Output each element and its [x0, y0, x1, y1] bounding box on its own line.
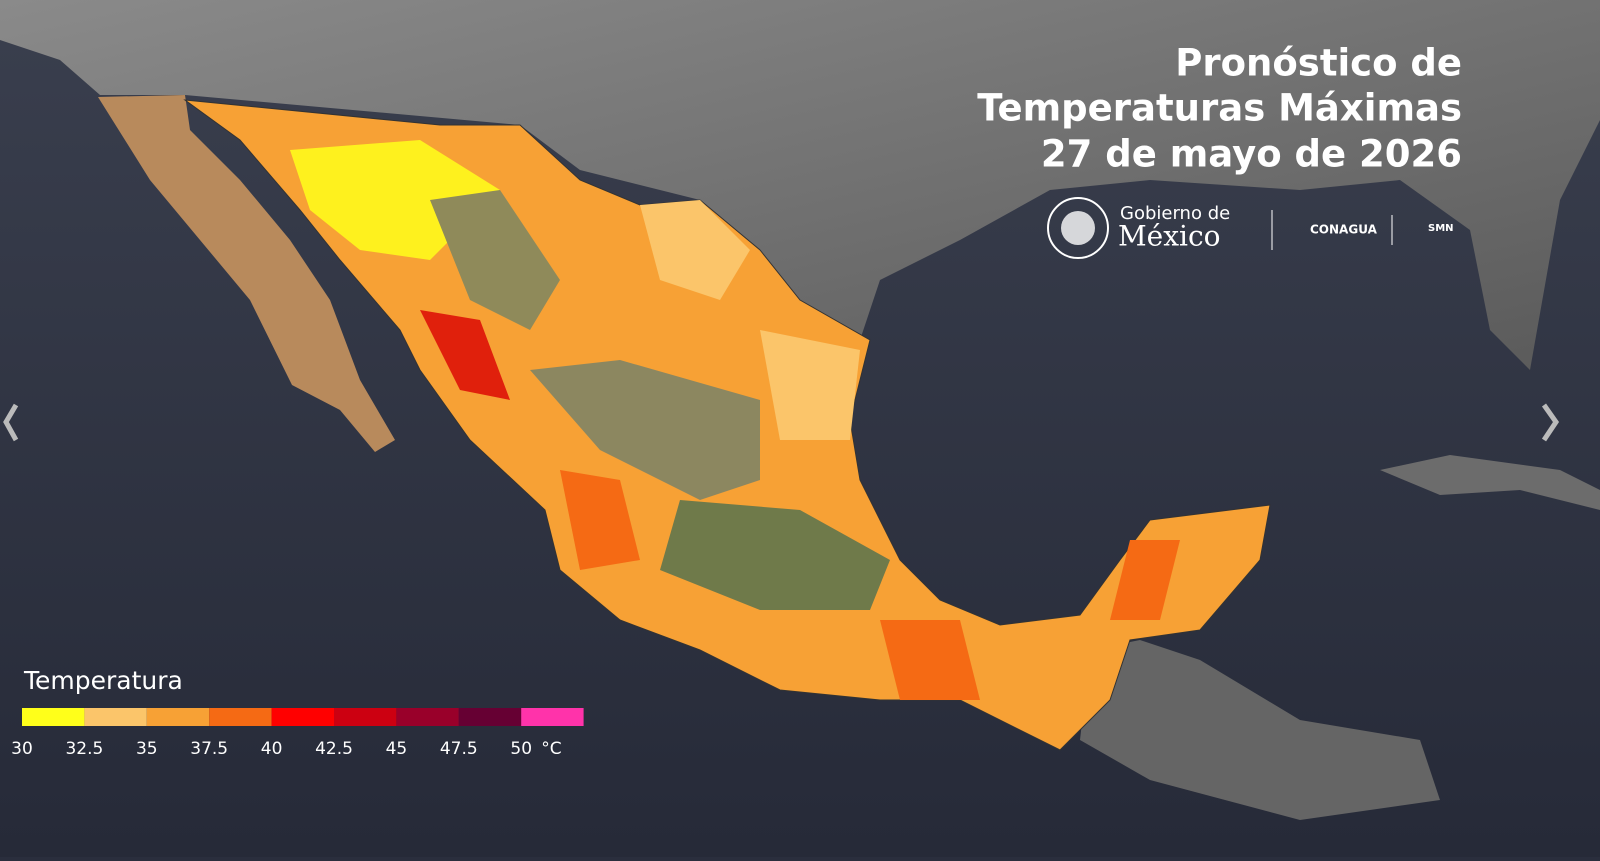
legend: 30 32.5 35 37.5 40 42.5 45 47.5 50 °C: [11, 708, 584, 759]
legend-swatch: [271, 708, 334, 726]
legend-tick-label: 40: [261, 739, 283, 759]
legend-tick-label: 42.5: [315, 739, 353, 759]
temperature-zone: [760, 330, 860, 440]
coat-of-arms: [1047, 197, 1109, 259]
north-america-land: [0, 0, 1600, 370]
coat-of-arms: [1061, 211, 1095, 245]
legend-unit: °C: [541, 739, 561, 759]
legend-tick-label: 35: [136, 739, 158, 759]
legend-title: Temperatura: [23, 666, 183, 695]
highland-zone: [430, 190, 560, 330]
logo-text: México: [1118, 220, 1221, 253]
legend-swatch: [458, 708, 522, 726]
temperature-zone: [880, 620, 980, 700]
legend-tick-label: 32.5: [65, 739, 103, 759]
title-line: Pronóstico de: [1175, 42, 1462, 85]
legend-swatch: [396, 708, 459, 726]
legend-tick-label: 45: [386, 739, 408, 759]
temperature-zone: [420, 310, 510, 400]
highland-zone: [660, 500, 890, 610]
central-america-land: [1080, 640, 1440, 820]
legend-tick-label: 37.5: [190, 739, 228, 759]
cuba-land: [1380, 455, 1600, 510]
legend-tick-label: 30: [11, 739, 33, 759]
legend-tick-label: 50: [510, 739, 532, 759]
highland-zone: [530, 360, 760, 500]
temperature-zone: [1110, 540, 1180, 620]
temperature-zone: [640, 200, 750, 300]
legend-swatch: [84, 708, 147, 726]
legend-swatch: [334, 708, 397, 726]
title-line: Temperaturas Máximas: [977, 87, 1462, 130]
legend-tick-label: 47.5: [440, 739, 478, 759]
temperature-zone: [560, 470, 640, 570]
next-arrow[interactable]: [1541, 403, 1560, 442]
logo-text: CONAGUA: [1310, 223, 1378, 237]
legend-swatch: [521, 708, 584, 726]
logo-text: Gobierno de: [1120, 203, 1230, 224]
previous-arrow[interactable]: [3, 403, 19, 442]
baja-california: [98, 95, 395, 452]
legend-swatch: [22, 708, 85, 726]
logo-text: SMN: [1428, 223, 1454, 234]
title-line: 27 de mayo de 2026: [1041, 133, 1462, 176]
legend-swatch: [146, 708, 210, 726]
legend-swatch: [209, 708, 272, 726]
